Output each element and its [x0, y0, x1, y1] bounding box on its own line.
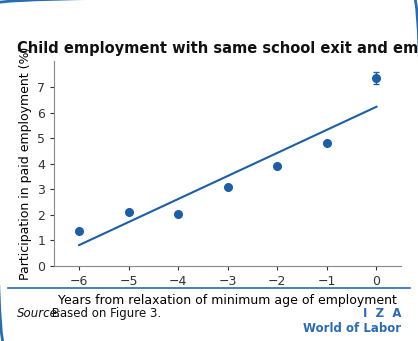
X-axis label: Years from relaxation of minimum age of employment: Years from relaxation of minimum age of … [59, 294, 397, 307]
Text: Based on Figure 3.: Based on Figure 3. [48, 307, 161, 320]
Text: World of Labor: World of Labor [303, 322, 401, 335]
Y-axis label: Participation in paid employment (%): Participation in paid employment (%) [19, 47, 32, 280]
Text: Child employment with same school exit and employment ages: Child employment with same school exit a… [17, 41, 418, 56]
Text: Source:: Source: [17, 307, 61, 320]
Text: I  Z  A: I Z A [363, 307, 401, 320]
